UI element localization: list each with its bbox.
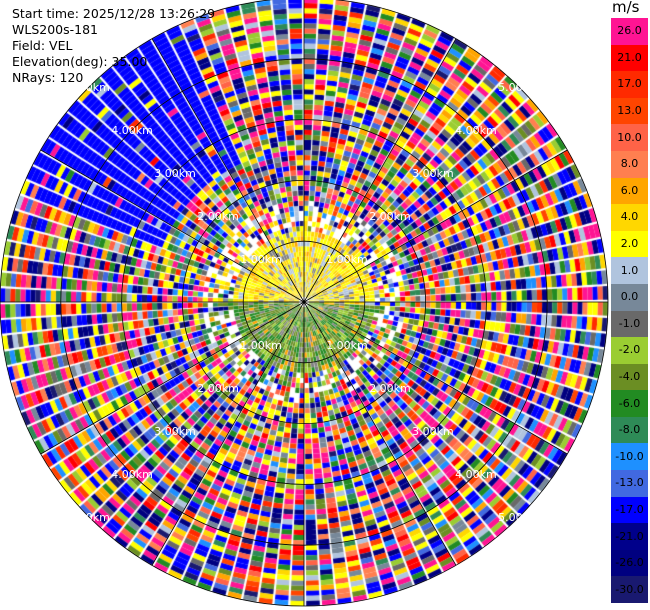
elevation-label: Elevation(deg): 35.00 [12, 54, 148, 69]
colorbar-swatch [611, 416, 648, 444]
colorbar-tick-label: 13.0 [617, 104, 642, 118]
colorbar-swatch [611, 44, 648, 72]
start-time-label: Start time: 2025/12/28 13:26:29 [12, 6, 216, 21]
range-ring-label: 1.00km [240, 339, 282, 352]
colorbar-tick-label: 8.0 [620, 157, 639, 171]
colorbar-swatch [611, 310, 648, 338]
nrays-label: NRays: 120 [12, 70, 84, 85]
range-ring [0, 0, 609, 607]
colorbar-swatch [611, 549, 648, 577]
colorbar-swatch [611, 124, 648, 152]
azimuth-spoke [151, 301, 305, 566]
range-ring [60, 58, 548, 546]
azimuth-spoke [303, 301, 568, 455]
colorbar-unit: m/s [612, 0, 640, 16]
colorbar-tick-label: 17.0 [617, 77, 642, 91]
azimuth-spoke [40, 149, 305, 303]
range-ring-label: 3.00km [154, 425, 196, 438]
colorbar: 26.0 21.0 17.0 13.0 10.0 8.0 6.0 4.0 2.0 1.0 0.0 -1… [611, 18, 648, 604]
azimuth-spoke [151, 38, 305, 303]
colorbar-tick-label: 4.0 [620, 210, 639, 224]
colorbar-tick-label: 0.0 [620, 290, 639, 304]
colorbar-swatch [611, 71, 648, 99]
colorbar-tick-label: -30.0 [615, 582, 644, 596]
colorbar-swatch [611, 97, 648, 125]
range-ring-label: 1.00km [326, 339, 368, 352]
colorbar-tick-label: -13.0 [615, 476, 644, 490]
colorbar-swatch [611, 283, 648, 311]
colorbar-swatch [611, 204, 648, 232]
colorbar-swatch [611, 576, 648, 604]
azimuth-spoke [303, 149, 568, 303]
azimuth-spoke [40, 301, 305, 455]
colorbar-tick-label: 26.0 [617, 24, 642, 38]
range-ring-label: 4.00km [111, 124, 153, 137]
range-ring-label: 2.00km [197, 382, 239, 395]
colorbar-tick-label: -10.0 [615, 449, 644, 463]
colorbar-swatch [611, 177, 648, 205]
colorbar-swatch [611, 443, 648, 471]
azimuth-spoke [303, 38, 457, 303]
range-ring-label: 5.00km [498, 511, 540, 524]
scan-info: Start time: 2025/12/28 13:26:29 WLS200s-… [12, 6, 215, 86]
colorbar-swatch [611, 390, 648, 418]
range-ring-label: 3.00km [154, 167, 196, 180]
range-ring-label: 3.00km [412, 167, 454, 180]
colorbar-tick-label: -17.0 [615, 502, 644, 516]
range-ring-label: 5.00km [68, 81, 110, 94]
range-ring-label: 5.00km [68, 511, 110, 524]
station-label: WLS200s-181 [12, 22, 98, 37]
colorbar-tick-label: -1.0 [618, 316, 641, 330]
range-ring-label: 2.00km [369, 382, 411, 395]
colorbar-tick-label: 6.0 [620, 183, 639, 197]
field-label: Field: VEL [12, 38, 73, 53]
range-ring-label: 1.00km [240, 253, 282, 266]
colorbar-tick-label: -4.0 [618, 369, 641, 383]
colorbar-tick-label: 21.0 [617, 50, 642, 64]
colorbar-swatch [611, 496, 648, 524]
colorbar-swatch [611, 18, 648, 46]
range-ring-label: 5.00km [498, 81, 540, 94]
range-ring [121, 119, 487, 485]
range-ring-label: 4.00km [111, 468, 153, 481]
colorbar-swatch [611, 230, 648, 258]
colorbar-tick-label: 2.0 [620, 237, 639, 251]
range-ring-label: 2.00km [197, 210, 239, 223]
colorbar-swatch [611, 150, 648, 179]
colorbar-tick-label: -8.0 [618, 423, 641, 437]
range-ring-label: 4.00km [455, 468, 497, 481]
range-ring [242, 240, 366, 364]
colorbar-swatch [611, 257, 648, 285]
range-ring-label: 4.00km [455, 124, 497, 137]
colorbar-tick-label: -26.0 [615, 556, 644, 570]
range-ring-label: 2.00km [369, 210, 411, 223]
colorbar-tick-label: -2.0 [618, 343, 641, 357]
range-ring [181, 179, 426, 424]
colorbar-tick-label: 10.0 [617, 130, 642, 144]
colorbar-swatch [611, 523, 648, 551]
colorbar-tick-label: 1.0 [620, 263, 639, 277]
colorbar-tick-label: -21.0 [615, 529, 644, 543]
colorbar-tick-label: -6.0 [618, 396, 641, 410]
colorbar-swatch [611, 337, 648, 365]
range-ring-label: 3.00km [412, 425, 454, 438]
range-ring-label: 1.00km [326, 253, 368, 266]
colorbar-swatch [611, 363, 648, 391]
azimuth-spoke [303, 301, 457, 566]
colorbar-swatch [611, 470, 648, 498]
